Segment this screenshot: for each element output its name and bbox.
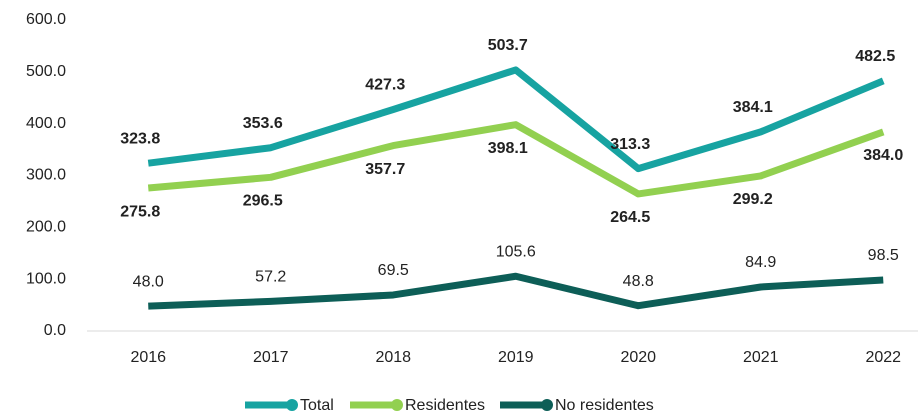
series-line (147, 66, 885, 173)
series-line (148, 272, 884, 310)
x-tick-label: 2022 (865, 349, 901, 366)
data-label: 384.0 (863, 147, 903, 164)
data-label: 398.1 (488, 140, 528, 157)
legend-marker (541, 399, 553, 411)
data-label: 482.5 (855, 48, 895, 65)
data-label: 357.7 (365, 161, 405, 178)
data-label: 69.5 (378, 262, 409, 279)
data-label: 84.9 (745, 254, 776, 271)
data-label: 48.8 (623, 273, 654, 290)
legend-marker (286, 399, 298, 411)
x-tick-label: 2019 (498, 349, 534, 366)
data-label: 323.8 (120, 130, 160, 147)
data-label: 299.2 (733, 191, 773, 208)
data-label: 353.6 (243, 115, 283, 132)
x-tick-label: 2018 (375, 349, 411, 366)
x-tick-label: 2017 (253, 349, 289, 366)
data-label: 427.3 (365, 77, 405, 94)
data-label: 313.3 (610, 136, 650, 153)
legend-label: No residentes (555, 397, 654, 414)
legend-marker (391, 399, 403, 411)
x-tick-label: 2020 (620, 349, 656, 366)
legend-label: Total (300, 397, 334, 414)
x-tick-label: 2021 (743, 349, 779, 366)
y-tick-label: 300.0 (26, 167, 66, 184)
data-label: 48.0 (133, 273, 164, 290)
data-label: 503.7 (488, 37, 528, 54)
series-line (147, 121, 885, 198)
data-label: 57.2 (255, 269, 286, 286)
legend-label: Residentes (405, 397, 485, 414)
x-tick-label: 2016 (130, 349, 166, 366)
y-tick-label: 500.0 (26, 63, 66, 80)
y-tick-label: 100.0 (26, 270, 66, 287)
y-tick-label: 400.0 (26, 115, 66, 132)
data-label: 384.1 (733, 99, 773, 116)
y-tick-label: 200.0 (26, 219, 66, 236)
y-tick-label: 0.0 (44, 322, 66, 339)
data-label: 275.8 (120, 203, 160, 220)
data-label: 105.6 (496, 243, 536, 260)
data-label: 98.5 (868, 247, 899, 264)
y-tick-label: 600.0 (26, 11, 66, 28)
data-label: 296.5 (243, 193, 283, 210)
data-label: 264.5 (610, 209, 650, 226)
